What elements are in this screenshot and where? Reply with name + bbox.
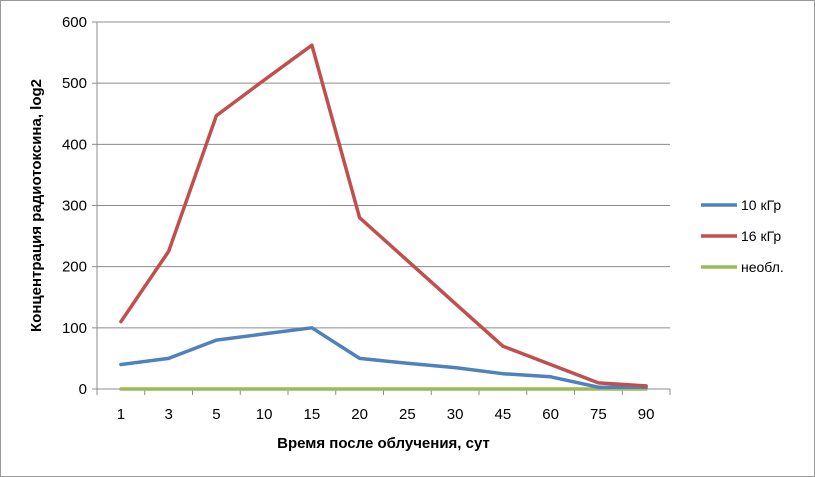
x-tick-label: 90 bbox=[638, 406, 655, 423]
x-tick-label: 45 bbox=[495, 406, 512, 423]
series-line-2 bbox=[119, 43, 648, 388]
x-tick-label: 60 bbox=[542, 406, 559, 423]
y-tick-label: 100 bbox=[62, 320, 87, 337]
x-tick-label: 1 bbox=[117, 406, 125, 423]
y-tick-label: 600 bbox=[62, 14, 87, 31]
legend-label: необл. bbox=[741, 259, 784, 275]
x-axis-title: Время после облучения, сут bbox=[277, 435, 490, 452]
x-tick-label: 20 bbox=[351, 406, 368, 423]
y-tick-label: 0 bbox=[79, 381, 87, 398]
y-tick-label: 400 bbox=[62, 136, 87, 153]
y-tick-labels: 0 100 200 300 400 500 600 bbox=[62, 14, 87, 398]
y-tick-label: 300 bbox=[62, 198, 87, 215]
x-tick-label: 75 bbox=[590, 406, 607, 423]
x-tick-label: 5 bbox=[212, 406, 220, 423]
y-tick-label: 200 bbox=[62, 259, 87, 276]
series-lines bbox=[119, 43, 648, 391]
x-tick-labels: 1 3 5 10 15 20 25 30 45 60 75 90 bbox=[117, 406, 655, 423]
legend-label: 10 кГр bbox=[741, 197, 781, 213]
gridlines bbox=[97, 21, 670, 329]
legend: 10 кГр 16 кГр необл. bbox=[701, 197, 784, 275]
x-tick-label: 10 bbox=[256, 406, 273, 423]
axes bbox=[92, 21, 671, 395]
x-tick-label: 15 bbox=[304, 406, 321, 423]
legend-label: 16 кГр bbox=[741, 228, 781, 244]
y-tick-label: 500 bbox=[62, 75, 87, 92]
x-tick-label: 3 bbox=[164, 406, 172, 423]
x-tick-label: 25 bbox=[399, 406, 416, 423]
x-tick-label: 30 bbox=[447, 406, 464, 423]
series-line-1 bbox=[119, 326, 648, 389]
y-axis-title: Концентрация радиотоксина, log2 bbox=[28, 79, 45, 332]
